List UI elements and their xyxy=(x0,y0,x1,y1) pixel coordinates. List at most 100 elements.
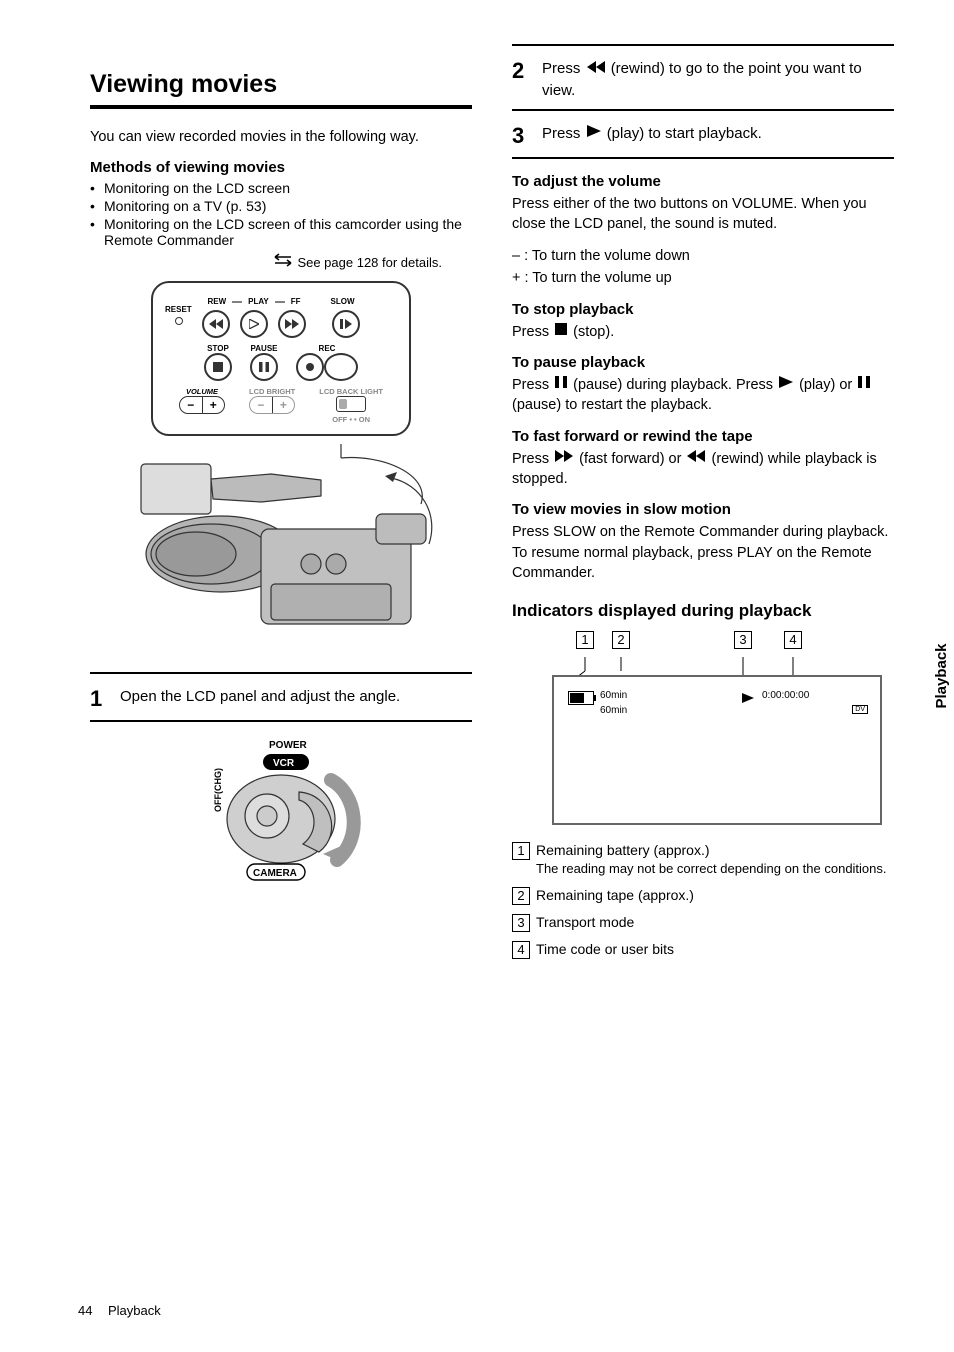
rewind-icon xyxy=(687,448,705,468)
svg-text:OFF(CHG): OFF(CHG) xyxy=(213,768,223,812)
side-tab-playback: Playback xyxy=(929,627,954,724)
rec-dot-icon xyxy=(296,353,324,381)
title-rule xyxy=(90,105,472,109)
timecode: 0:00:00:00 xyxy=(762,690,809,701)
step1-num: 1 xyxy=(90,686,120,712)
cp-reset-hole xyxy=(175,317,183,325)
ffrw-heading: To fast forward or rewind the tape xyxy=(512,428,894,445)
lcdbright-buttons-icon: −+ xyxy=(249,396,295,414)
battery-icon xyxy=(568,691,594,705)
volume-heading: To adjust the volume xyxy=(512,173,894,190)
backlight-switch-icon xyxy=(336,396,366,412)
intro-text: You can view recorded movies in the foll… xyxy=(90,127,472,147)
method-text: Monitoring on the LCD screen of this cam… xyxy=(104,216,472,248)
svg-text:VCR: VCR xyxy=(273,758,295,769)
cp-pause-label: PAUSE xyxy=(250,344,278,353)
step3-text: Press (play) to start playback. xyxy=(542,123,762,149)
step2-top-rule xyxy=(512,44,894,46)
battery-time: 60min xyxy=(600,690,627,701)
ind-text: Remaining battery (approx.) xyxy=(536,841,887,860)
pause-icon xyxy=(858,374,870,394)
cp-rew-label: REW xyxy=(207,297,226,306)
ind-num: 1 xyxy=(512,842,530,860)
method-item: •Monitoring on the LCD screen xyxy=(90,180,472,196)
tape-time: 60min xyxy=(600,705,627,716)
screen-diagram: 1 2 3 4 60min 60min 0:00:00 xyxy=(552,631,882,825)
svg-text:POWER: POWER xyxy=(269,740,308,751)
method-item: •Monitoring on a TV (p. 53) xyxy=(90,198,472,214)
fastforward-icon xyxy=(555,448,573,468)
cp-backlight-label: LCD BACK LIGHT xyxy=(319,387,383,396)
ind-text: Time code or user bits xyxy=(536,940,674,959)
control-panel-illustration: RESET REW PLAY FF SLOW xyxy=(151,281,411,436)
method-text: Monitoring on a TV (p. 53) xyxy=(104,198,266,214)
ind-num: 4 xyxy=(512,941,530,959)
dv-badge: DV xyxy=(852,705,868,714)
play-icon xyxy=(779,374,793,394)
lcd-mock: 60min 60min 0:00:00:00 DV xyxy=(552,675,882,825)
step3-bottom-rule xyxy=(512,157,894,159)
volume-minus: – : To turn the volume down xyxy=(512,246,894,266)
footer-text: Playback xyxy=(108,1303,161,1318)
callout-num: 2 xyxy=(612,631,630,649)
methods-heading: Methods of viewing movies xyxy=(90,159,472,176)
slow-body: Press SLOW on the Remote Commander durin… xyxy=(512,522,894,583)
play-button-icon xyxy=(240,310,268,338)
page-title: Viewing movies xyxy=(90,70,472,99)
ind-num: 2 xyxy=(512,887,530,905)
ind-text: Remaining tape (approx.) xyxy=(536,886,694,905)
step2-text: Press (rewind) to go to the point you wa… xyxy=(542,58,894,101)
cp-offon-label: OFF • • ON xyxy=(319,415,383,424)
cp-slow-label: SLOW xyxy=(331,297,355,306)
cp-stop-label: STOP xyxy=(204,344,232,353)
ind-text: Transport mode xyxy=(536,913,634,932)
step3-top-rule xyxy=(512,109,894,111)
indicators-heading: Indicators displayed during playback xyxy=(512,601,894,621)
callout-num: 1 xyxy=(576,631,594,649)
volume-buttons-icon: −+ xyxy=(179,396,225,414)
rew-button-icon xyxy=(202,310,230,338)
cp-ff-label: FF xyxy=(291,297,301,306)
step1-text: Open the LCD panel and adjust the angle. xyxy=(120,686,400,712)
pause-heading: To pause playback xyxy=(512,354,894,371)
stop-heading: To stop playback xyxy=(512,301,894,318)
svg-text:CAMERA: CAMERA xyxy=(253,868,297,879)
stop-icon xyxy=(555,321,567,341)
stop-button-icon xyxy=(204,353,232,381)
cp-volume-label: VOLUME xyxy=(179,387,225,396)
page-number: 44 xyxy=(78,1303,92,1318)
power-switch-illustration: POWER VCR OFF(CHG) CAMERA xyxy=(181,734,381,884)
pause-button-icon xyxy=(250,353,278,381)
pause-body: Press (pause) during playback. Press (pl… xyxy=(512,375,894,416)
step2-num: 2 xyxy=(512,58,542,101)
cp-reset-label: RESET xyxy=(165,305,192,314)
ind-num: 3 xyxy=(512,914,530,932)
cp-lcdbright-label: LCD BRIGHT xyxy=(249,387,295,396)
callout-num: 4 xyxy=(784,631,802,649)
ind-subtext: The reading may not be correct depending… xyxy=(536,860,887,878)
volume-body: Press either of the two buttons on VOLUM… xyxy=(512,194,894,235)
callout-num: 3 xyxy=(734,631,752,649)
ffrw-body: Press (fast forward) or (rewind) while p… xyxy=(512,449,894,490)
pause-icon xyxy=(555,374,567,394)
play-icon xyxy=(587,122,601,143)
step1-top-rule xyxy=(90,672,472,674)
stop-body: Press (stop). xyxy=(512,322,894,342)
camcorder-illustration xyxy=(121,444,441,664)
volume-plus: + : To turn the volume up xyxy=(512,268,894,288)
transport-play-icon xyxy=(742,690,754,706)
cp-rec-label: REC xyxy=(296,344,358,353)
method-item: •Monitoring on the LCD screen of this ca… xyxy=(90,216,472,248)
rec-button-icon xyxy=(324,353,358,381)
step3-num: 3 xyxy=(512,123,542,149)
cp-play-label: PLAY xyxy=(248,297,269,306)
slow-button-icon xyxy=(332,310,360,338)
link-arrows-icon xyxy=(271,253,295,270)
method-text: Monitoring on the LCD screen xyxy=(104,180,290,196)
step1-bottom-rule xyxy=(90,720,472,722)
see-page-note: See page 128 for details. xyxy=(297,255,442,270)
rewind-icon xyxy=(587,58,605,79)
ff-button-icon xyxy=(278,310,306,338)
slow-heading: To view movies in slow motion xyxy=(512,501,894,518)
indicator-list: 1 Remaining battery (approx.) The readin… xyxy=(512,841,894,958)
